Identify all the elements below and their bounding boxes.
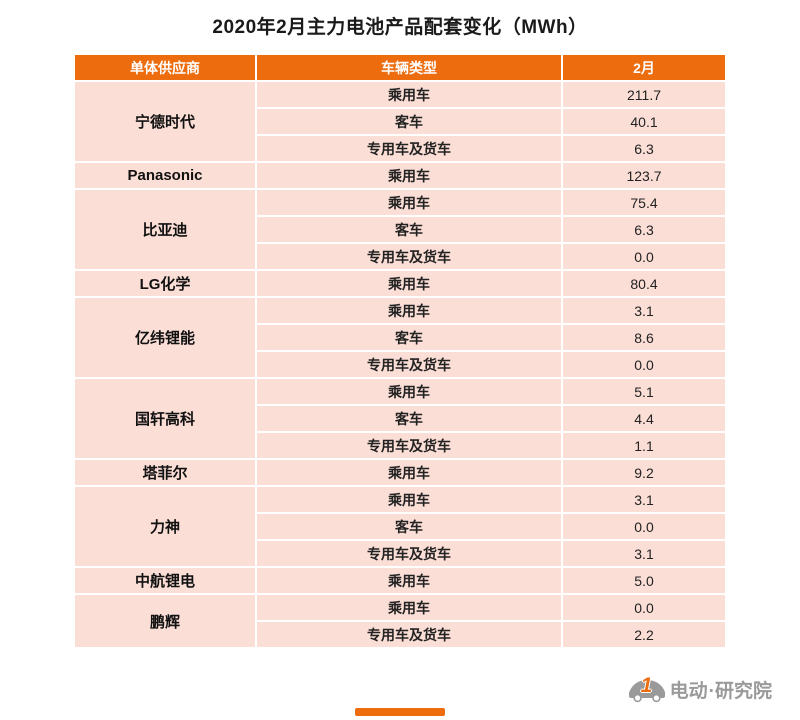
col-header-supplier: 单体供应商	[75, 55, 255, 80]
brand-number: 1	[640, 674, 653, 697]
vehicle-type-cell: 乘用车	[257, 190, 561, 215]
vehicle-type-cell: 乘用车	[257, 487, 561, 512]
battery-table-body: 宁德时代 乘用车 211.7 客车 40.1 专用车及货车 6.3 Panasonic 乘用车 1…	[75, 82, 725, 647]
page-indicator-bar	[355, 708, 445, 716]
table-row: 亿纬锂能 乘用车 3.1	[75, 298, 725, 377]
vehicle-type-cell: 乘用车	[257, 595, 561, 620]
vehicle-type-cell: 乘用车	[257, 379, 561, 404]
header-row: 单体供应商 车辆类型 2月	[75, 55, 725, 80]
value-cell: 1.1	[563, 433, 725, 458]
value-cell: 8.6	[563, 325, 725, 350]
supplier-cell: 鹏辉	[75, 595, 255, 647]
vehicle-type-cell: 专用车及货车	[257, 622, 561, 647]
table-row: 客车 4.4	[75, 406, 725, 431]
supplier-cell: 力神	[75, 487, 255, 566]
value-cell: 5.0	[563, 568, 725, 593]
value-cell: 3.1	[563, 487, 725, 512]
table-row: 客车 6.3	[75, 217, 725, 242]
vehicle-type-cell: 客车	[257, 514, 561, 539]
value-cell: 0.0	[563, 352, 725, 377]
table-row: 塔菲尔 乘用车 9.2	[75, 460, 725, 485]
vehicle-type-cell: 客车	[257, 406, 561, 431]
value-cell: 0.0	[563, 244, 725, 269]
value-cell: 0.0	[563, 514, 725, 539]
vehicle-type-cell: 客车	[257, 217, 561, 242]
value-cell: 6.3	[563, 136, 725, 161]
table-row: 客车 0.0	[75, 514, 725, 539]
supplier-cell: Panasonic	[75, 163, 255, 188]
vehicle-type-cell: 客车	[257, 325, 561, 350]
value-cell: 75.4	[563, 190, 725, 215]
car-icon: 1	[626, 674, 668, 704]
value-cell: 211.7	[563, 82, 725, 107]
value-cell: 2.2	[563, 622, 725, 647]
col-header-vehicle-type: 车辆类型	[257, 55, 561, 80]
vehicle-type-cell: 专用车及货车	[257, 541, 561, 566]
value-cell: 9.2	[563, 460, 725, 485]
table-row: 力神 乘用车 3.1	[75, 487, 725, 566]
table-row: 专用车及货车 6.3	[75, 136, 725, 161]
brand-watermark: 1 电动 ·研究院	[626, 674, 772, 704]
table-row: LG化学 乘用车 80.4	[75, 271, 725, 296]
vehicle-type-cell: 乘用车	[257, 163, 561, 188]
value-cell: 0.0	[563, 595, 725, 620]
value-cell: 3.1	[563, 298, 725, 323]
table-row: 专用车及货车 0.0	[75, 244, 725, 269]
supplier-cell: 比亚迪	[75, 190, 255, 269]
value-cell: 3.1	[563, 541, 725, 566]
value-cell: 5.1	[563, 379, 725, 404]
table-row: 国轩高科 乘用车 5.1	[75, 379, 725, 458]
table-row: 专用车及货车 0.0	[75, 352, 725, 377]
table-row: 专用车及货车 2.2	[75, 622, 725, 647]
supplier-cell: 中航锂电	[75, 568, 255, 593]
brand-text: 电动	[669, 680, 708, 702]
page-title: 2020年2月主力电池产品配套变化（MWh）	[212, 17, 588, 38]
table-row: 中航锂电 乘用车 5.0	[75, 568, 725, 593]
value-cell: 6.3	[563, 217, 725, 242]
supplier-cell: 宁德时代	[75, 82, 255, 161]
table-row: 鹏辉 乘用车 0.0	[75, 595, 725, 647]
vehicle-type-cell: 客车	[257, 109, 561, 134]
value-cell: 4.4	[563, 406, 725, 431]
table-row: 客车 8.6	[75, 325, 725, 350]
table-row: 专用车及货车 3.1	[75, 541, 725, 566]
vehicle-type-cell: 专用车及货车	[257, 136, 561, 161]
vehicle-type-cell: 乘用车	[257, 460, 561, 485]
battery-table: 单体供应商 车辆类型 2月 宁德时代 乘用车 211.7 客车 40.1 专用车及货车 6.…	[73, 53, 727, 649]
value-cell: 80.4	[563, 271, 725, 296]
table-row: Panasonic 乘用车 123.7	[75, 163, 725, 188]
vehicle-type-cell: 乘用车	[257, 568, 561, 593]
supplier-cell: 塔菲尔	[75, 460, 255, 485]
brand-suffix: ·研究院	[708, 680, 772, 702]
vehicle-type-cell: 专用车及货车	[257, 433, 561, 458]
table-row: 比亚迪 乘用车 75.4	[75, 190, 725, 269]
supplier-cell: 国轩高科	[75, 379, 255, 458]
table-row: 宁德时代 乘用车 211.7	[75, 82, 725, 161]
table-row: 专用车及货车 1.1	[75, 433, 725, 458]
supplier-cell: LG化学	[75, 271, 255, 296]
table-row: 客车 40.1	[75, 109, 725, 134]
value-cell: 123.7	[563, 163, 725, 188]
vehicle-type-cell: 乘用车	[257, 271, 561, 296]
value-cell: 40.1	[563, 109, 725, 134]
vehicle-type-cell: 专用车及货车	[257, 244, 561, 269]
vehicle-type-cell: 乘用车	[257, 298, 561, 323]
vehicle-type-cell: 专用车及货车	[257, 352, 561, 377]
supplier-cell: 亿纬锂能	[75, 298, 255, 377]
vehicle-type-cell: 乘用车	[257, 82, 561, 107]
col-header-february: 2月	[563, 55, 725, 80]
